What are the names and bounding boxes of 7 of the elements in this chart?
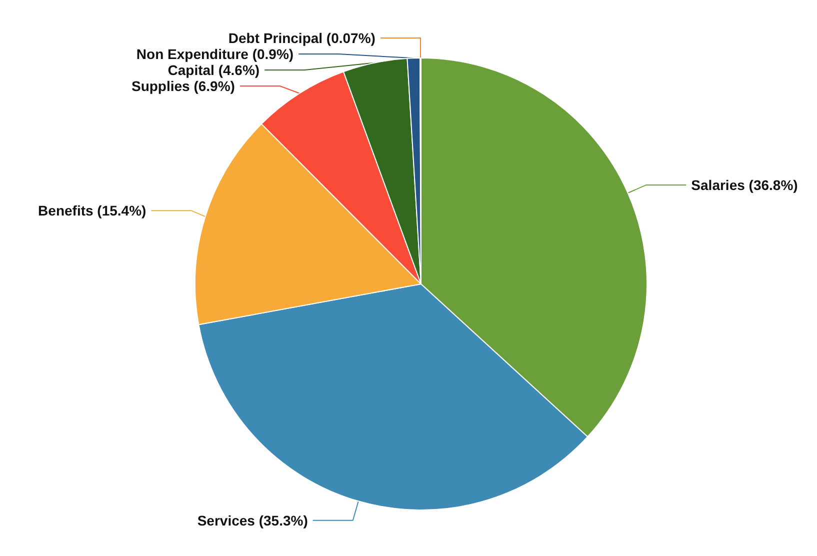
slice-label: Capital (4.6%) bbox=[168, 62, 260, 78]
slice-label: Salaries (36.8%) bbox=[691, 176, 798, 193]
slice-label: Services (35.3%) bbox=[197, 512, 308, 528]
slice-label: Debt Principal (0.07%) bbox=[228, 30, 376, 46]
slice-label: Non Expenditure (0.9%) bbox=[136, 46, 294, 62]
slice-label: Benefits (15.4%) bbox=[38, 202, 146, 219]
slice-label: Supplies (6.9%) bbox=[131, 78, 235, 94]
